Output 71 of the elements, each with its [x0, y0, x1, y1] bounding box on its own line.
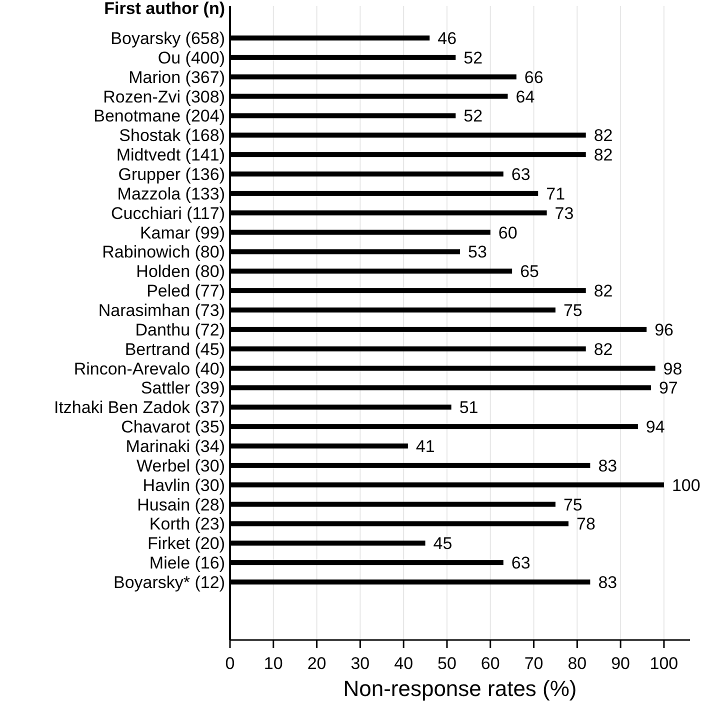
x-tick-label: 90	[611, 654, 630, 673]
y-tick-label: Marinaki (34)	[126, 437, 225, 456]
y-tick-label: Bertrand (45)	[124, 340, 225, 359]
y-tick-label: Sattler (39)	[140, 378, 225, 398]
data-label: 94	[646, 418, 665, 437]
x-tick-label: 50	[438, 654, 456, 673]
x-tick-label: 0	[225, 654, 235, 673]
data-label: 41	[416, 437, 435, 456]
data-label: 64	[516, 87, 535, 106]
y-tick-label: Boyarsky (658)	[110, 29, 225, 48]
y-tick-label: Werbel (30)	[136, 456, 225, 476]
y-tick-label: Kamar (99)	[140, 223, 225, 242]
y-tick-label: Korth (23)	[149, 514, 225, 534]
data-label: 63	[511, 165, 530, 184]
y-tick-label: Havlin (30)	[142, 476, 225, 495]
data-label: 46	[438, 29, 457, 48]
data-label: 45	[433, 534, 452, 554]
y-tick-label: Midtvedt (141)	[116, 146, 225, 165]
y-tick-label: Holden (80)	[136, 262, 225, 282]
x-tick-label: 70	[524, 654, 544, 673]
y-tick-label: Benotmane (204)	[94, 106, 225, 126]
y-tick-label: Ou (400)	[158, 48, 225, 68]
data-label: 60	[498, 223, 518, 242]
y-tick-label: Miele (16)	[149, 554, 225, 573]
data-label: 82	[594, 126, 613, 146]
data-label: 73	[554, 204, 574, 223]
x-tick-label: 20	[307, 654, 326, 673]
data-label: 52	[464, 48, 483, 68]
y-tick-label: Firket (20)	[148, 534, 225, 554]
y-tick-label: Mazzola (133)	[117, 184, 225, 204]
y-tick-label: Husain (28)	[137, 495, 225, 514]
data-label: 75	[563, 495, 582, 514]
data-label: 52	[464, 106, 483, 126]
x-tick-label: 80	[568, 654, 587, 673]
x-tick-label: 60	[480, 654, 500, 673]
data-label: 97	[658, 378, 678, 398]
data-label: 65	[520, 262, 539, 282]
x-tick-label: 100	[650, 654, 678, 673]
data-label: 51	[459, 398, 478, 418]
data-label: 82	[594, 282, 613, 301]
y-tick-label: Danthu (72)	[135, 320, 225, 340]
y-tick-label: Rozen-Zvi (308)	[103, 87, 225, 106]
x-tick-label: 10	[264, 654, 283, 673]
data-label: 83	[598, 573, 618, 592]
y-tick-label: Marion (367)	[128, 68, 225, 87]
data-label: 66	[524, 68, 544, 87]
data-label: 98	[663, 359, 682, 378]
y-tick-label: Narasimhan (73)	[98, 301, 225, 320]
y-tick-label: Chavarot (35)	[121, 418, 225, 437]
x-tick-label: 30	[350, 654, 370, 673]
data-label: 63	[511, 554, 530, 573]
data-label: 82	[594, 146, 613, 165]
data-label: 83	[598, 456, 618, 476]
data-label: 82	[594, 340, 613, 359]
x-axis-title: Non-response rates (%)	[343, 676, 577, 701]
y-tick-label: Cucchiari (117)	[110, 204, 225, 223]
y-tick-label: Shostak (168)	[119, 126, 225, 146]
data-label: 71	[546, 184, 566, 204]
y-tick-label: Peled (77)	[146, 282, 225, 301]
y-tick-label: Rabinowich (80)	[102, 242, 225, 262]
data-label: 78	[576, 514, 596, 534]
data-label: 100	[672, 476, 700, 495]
x-tick-label: 40	[394, 654, 414, 673]
y-axis-title: First author (n)	[104, 0, 225, 18]
data-label: 75	[563, 301, 582, 320]
y-tick-label: Itzhaki Ben Zadok (37)	[54, 398, 225, 418]
y-tick-label: Rincon-Arevalo (40)	[74, 359, 225, 378]
data-label: 53	[468, 242, 487, 262]
y-tick-label: Boyarsky* (12)	[114, 573, 225, 592]
data-label: 96	[654, 320, 674, 340]
y-tick-label: Grupper (136)	[118, 165, 225, 184]
